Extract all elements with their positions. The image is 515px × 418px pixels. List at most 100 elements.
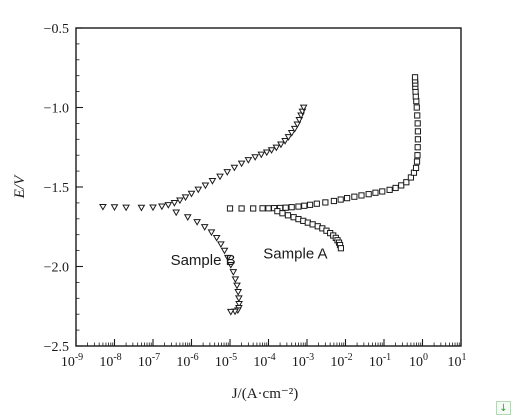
data-point-triangle xyxy=(267,147,276,154)
data-point-triangle xyxy=(226,262,235,269)
data-point-square xyxy=(330,197,338,205)
data-point-square xyxy=(309,221,316,228)
data-point-square xyxy=(313,200,320,207)
y-axis-ticks xyxy=(76,27,83,347)
annotation-label: Sample A xyxy=(263,246,327,263)
data-point-square xyxy=(288,204,295,211)
x-tick-label: 10-5 xyxy=(215,352,237,370)
data-point-square xyxy=(279,210,286,217)
data-point-triangle xyxy=(284,134,293,141)
data-point-square xyxy=(403,179,410,186)
data-point-triangle xyxy=(233,282,241,290)
data-point-square xyxy=(284,212,292,219)
data-point-square xyxy=(250,205,257,212)
data-point-square xyxy=(343,195,351,202)
data-point-square xyxy=(414,144,421,151)
y-tick-label: −1.0 xyxy=(44,102,69,117)
data-point-triangle xyxy=(229,269,238,276)
data-point-triangle xyxy=(137,204,146,212)
y-tick-label: −2.5 xyxy=(44,340,69,355)
data-point-triangle xyxy=(208,178,217,185)
data-point-square xyxy=(392,184,399,192)
data-point-triangle xyxy=(235,300,243,308)
data-point-square xyxy=(226,205,234,212)
data-point-triangle xyxy=(293,121,302,129)
x-axis-title: J/(A·cm⁻²) xyxy=(232,386,299,402)
data-point-triangle xyxy=(262,149,271,157)
y-tick-label: −0.5 xyxy=(44,22,69,37)
data-point-triangle xyxy=(194,186,203,194)
data-point-square xyxy=(337,196,344,203)
data-point-triangle xyxy=(172,209,181,217)
data-point-square xyxy=(413,158,421,165)
x-axis-ticks xyxy=(75,339,462,346)
data-point-square xyxy=(295,203,302,210)
data-point-triangle xyxy=(277,141,285,149)
data-point-triangle xyxy=(223,254,232,262)
x-tick-label: 100 xyxy=(409,352,428,370)
data-point-triangle xyxy=(290,125,299,133)
x-tick-label: 10-3 xyxy=(292,352,314,370)
data-point-square xyxy=(379,188,386,195)
data-point-square xyxy=(372,189,379,196)
data-point-square xyxy=(259,205,266,212)
x-tick-label: 10-7 xyxy=(138,352,160,370)
x-tick-labels: 10-9 10-8 10-7 10-6 10-5 10-4 10-3 10-2 10-1 100 1… xyxy=(61,352,467,370)
data-point-triangle xyxy=(251,154,260,161)
x-tick-label: 10-6 xyxy=(176,352,198,370)
data-point-square xyxy=(265,205,272,212)
data-point-square xyxy=(412,164,420,172)
data-point-triangle xyxy=(99,203,107,211)
data-point-triangle xyxy=(217,241,225,249)
data-point-triangle xyxy=(257,151,266,159)
download-button[interactable]: ↓ xyxy=(496,401,511,415)
data-point-square xyxy=(274,208,281,215)
data-point-triangle xyxy=(295,117,304,124)
series-layer xyxy=(99,74,422,316)
data-point-triangle xyxy=(216,173,224,181)
data-point-triangle xyxy=(176,197,184,205)
data-point-triangle xyxy=(223,169,232,176)
data-point-triangle xyxy=(235,295,243,303)
data-point-triangle xyxy=(200,224,209,231)
data-point-square xyxy=(414,152,421,159)
data-point-triangle xyxy=(149,204,157,212)
data-point-triangle xyxy=(187,190,196,198)
data-point-triangle xyxy=(231,276,240,284)
data-point-triangle xyxy=(181,194,190,202)
x-tick-label: 10-1 xyxy=(369,352,391,370)
data-point-triangle xyxy=(193,219,201,226)
y-tick-label: −1.5 xyxy=(44,181,69,196)
data-point-triangle xyxy=(230,164,239,172)
data-point-triangle xyxy=(207,229,216,237)
data-point-triangle xyxy=(220,247,229,255)
annotation-layer: Sample B Sample A xyxy=(171,246,328,269)
data-point-triangle xyxy=(237,160,246,168)
data-point-square xyxy=(351,193,358,200)
x-tick-label: 10-9 xyxy=(61,352,83,370)
x-tick-label: 10-2 xyxy=(330,352,352,370)
data-point-square xyxy=(414,120,421,127)
data-point-triangle xyxy=(158,203,166,211)
data-point-triangle xyxy=(272,144,281,152)
data-point-triangle xyxy=(170,200,179,207)
data-point-triangle xyxy=(212,234,221,242)
data-point-square xyxy=(322,199,329,206)
data-point-square xyxy=(414,128,422,135)
series-sample-b xyxy=(99,104,308,316)
data-point-square xyxy=(238,205,245,212)
y-axis-title: E/V xyxy=(12,174,28,199)
data-point-triangle xyxy=(244,157,253,164)
annotation-label: Sample B xyxy=(171,252,236,269)
data-point-triangle xyxy=(122,204,130,212)
x-tick-label: 101 xyxy=(448,352,467,370)
data-point-square xyxy=(411,74,419,81)
data-point-triangle xyxy=(201,182,210,190)
data-point-square xyxy=(414,112,421,119)
data-point-square xyxy=(386,186,393,193)
y-tick-label: −2.0 xyxy=(44,261,69,276)
data-point-square xyxy=(301,202,308,209)
series-sample-a xyxy=(226,74,422,252)
data-point-triangle xyxy=(110,204,119,211)
